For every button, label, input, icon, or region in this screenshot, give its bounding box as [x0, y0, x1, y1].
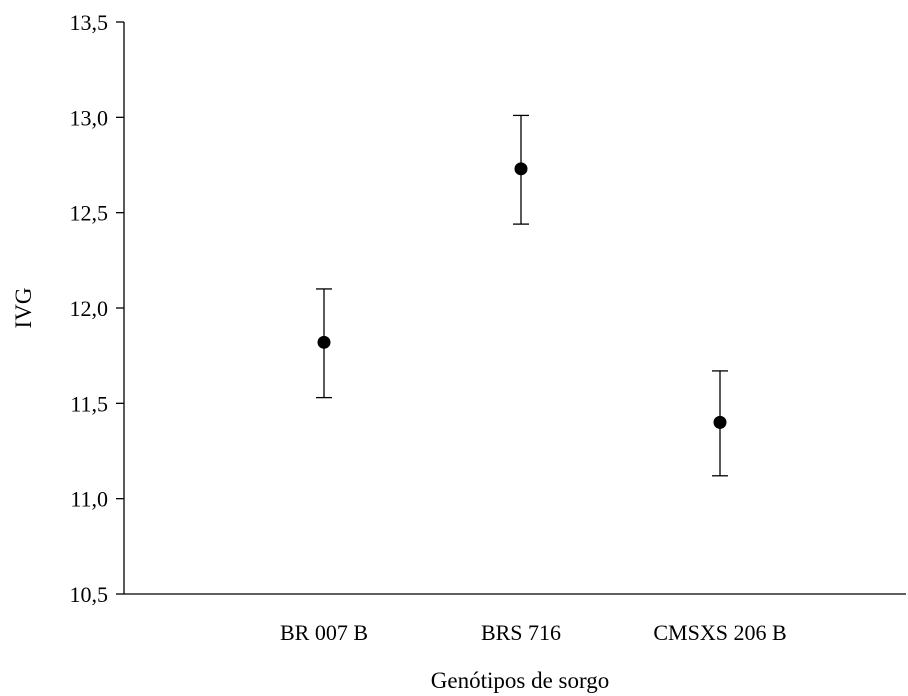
data-point — [713, 415, 727, 429]
y-tick-label: 12,0 — [70, 296, 109, 321]
y-axis-title: IVG — [11, 288, 36, 329]
y-tick-label: 10,5 — [70, 582, 109, 607]
y-tick-label: 11,5 — [70, 391, 108, 416]
y-tick-label: 12,5 — [70, 201, 109, 226]
x-category-label: BRS 716 — [481, 620, 561, 645]
y-tick-label: 13,0 — [70, 105, 109, 130]
x-axis-title: Genótipos de sorgo — [431, 668, 609, 693]
plot-area: 10,5 11,0 11,5 12,0 12,5 13,0 13,5 BR 007 B BRS … — [70, 10, 906, 645]
y-tick-label: 13,5 — [70, 10, 109, 35]
y-tick-label: 11,0 — [70, 487, 108, 512]
data-point — [514, 162, 528, 176]
x-category-label: CMSXS 206 B — [653, 620, 786, 645]
data-point — [317, 335, 331, 349]
x-category-label: BR 007 B — [280, 620, 368, 645]
